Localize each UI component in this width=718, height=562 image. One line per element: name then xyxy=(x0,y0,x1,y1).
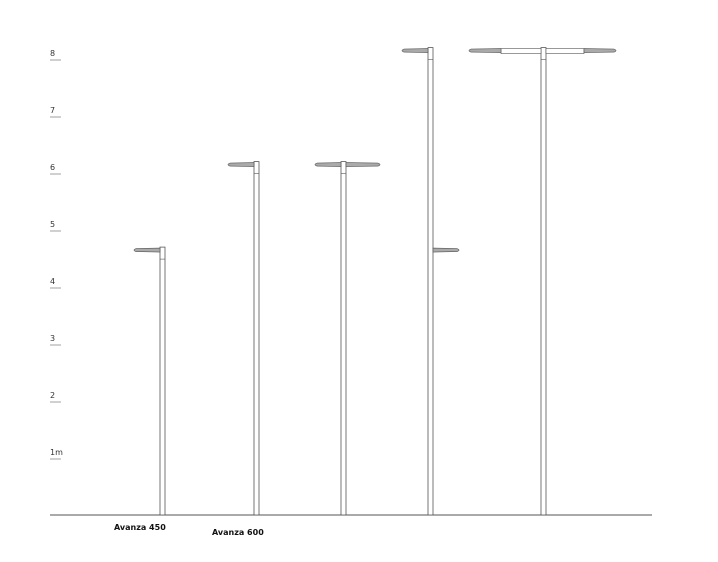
lamp-head xyxy=(468,48,502,53)
label-avanza-450: Avanza 450 xyxy=(114,523,166,532)
lamp-arm xyxy=(545,48,585,54)
pole xyxy=(540,47,547,516)
scale-tick-label: 2 xyxy=(50,391,55,400)
scale-tick-label: 7 xyxy=(50,106,55,115)
lamp-head xyxy=(133,247,161,253)
height-scale: 1m 2 3 4 5 6 7 8 xyxy=(50,49,63,460)
lamp-arm xyxy=(500,48,542,54)
lamp-head xyxy=(227,162,255,167)
pole xyxy=(340,161,347,516)
scale-tick-label: 5 xyxy=(50,220,55,229)
label-avanza-600: Avanza 600 xyxy=(212,528,264,537)
scale-tick-label: 8 xyxy=(50,49,55,58)
lamp-head xyxy=(345,162,381,167)
pole xyxy=(159,246,166,516)
scale-tick-label: 1m xyxy=(50,448,63,457)
lamp-head xyxy=(401,48,429,53)
scale-tick-label: 4 xyxy=(50,277,55,286)
lamp-head xyxy=(583,48,617,53)
lamp-head xyxy=(314,162,342,167)
scale-tick-label: 3 xyxy=(50,334,55,343)
pole xyxy=(253,161,260,516)
scale-tick-label: 6 xyxy=(50,163,55,172)
pole xyxy=(427,47,434,516)
lamp-head xyxy=(432,247,460,253)
